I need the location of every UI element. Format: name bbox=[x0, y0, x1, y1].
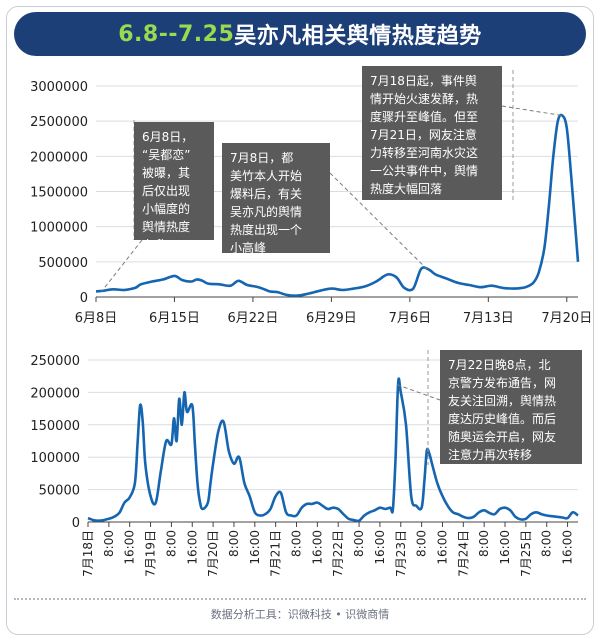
annotation-leader bbox=[329, 172, 428, 270]
x-tick-label: 7月20日 bbox=[206, 530, 220, 577]
title-text: 吴亦凡相关舆情热度趋势 bbox=[234, 24, 482, 49]
y-tick-label: 1000000 bbox=[30, 221, 88, 236]
x-tick-label: 16:00 bbox=[373, 530, 387, 565]
x-tick-label: 7月24日 bbox=[456, 530, 470, 577]
x-tick-label: 8:00 bbox=[477, 530, 491, 557]
x-tick-label: 16:00 bbox=[185, 530, 199, 565]
x-tick-label: 8:00 bbox=[352, 530, 366, 557]
x-tick-label: 7月23日 bbox=[394, 530, 408, 577]
footer-divider bbox=[14, 598, 586, 600]
x-tick-label: 6月15日 bbox=[149, 311, 200, 326]
x-tick-label: 7月13日 bbox=[463, 311, 514, 326]
y-tick-label: 100000 bbox=[30, 451, 80, 466]
y-tick-label: 200000 bbox=[30, 386, 80, 401]
x-tick-label: 16:00 bbox=[248, 530, 262, 565]
x-tick-label: 16:00 bbox=[123, 530, 137, 565]
y-tick-label: 50000 bbox=[39, 484, 80, 499]
x-tick-label: 8:00 bbox=[290, 530, 304, 557]
annotation-note: 7月18日起，事件舆 情开始火速发酵，热 度骤升至峰值。但至 7月21日，网友注… bbox=[362, 66, 502, 200]
x-tick-label: 6月22日 bbox=[228, 311, 279, 326]
page-title: 6.8--7.25 吴亦凡相关舆情热度趋势 bbox=[14, 12, 586, 56]
annotation-note: 6月8日， “吴都恋” 被曝，其 后仅出现 小幅度的 舆情热度 上升 bbox=[134, 122, 214, 252]
title-date-range: 6.8--7.25 bbox=[118, 21, 235, 47]
y-tick-label: 2500000 bbox=[30, 115, 88, 130]
x-tick-label: 7月6日 bbox=[389, 311, 432, 326]
x-tick-label: 16:00 bbox=[561, 530, 575, 565]
annotation-leader bbox=[501, 105, 563, 117]
x-tick-label: 7月18日 bbox=[81, 530, 95, 577]
bottom-chart: 0 50000 100000 150000 200000 250000 7月18日 8:00 1… bbox=[30, 350, 579, 577]
x-tick-label: 7月20日 bbox=[541, 311, 592, 326]
x-tick-label: 8:00 bbox=[164, 530, 178, 557]
x-tick-label: 8:00 bbox=[540, 530, 554, 557]
x-tick-label: 8:00 bbox=[415, 530, 429, 557]
x-tick-label: 6月29日 bbox=[306, 311, 357, 326]
annotation-leader bbox=[396, 384, 441, 401]
heat-line bbox=[95, 113, 580, 297]
y-tick-label: 2000000 bbox=[30, 150, 88, 165]
x-tick-label: 8:00 bbox=[227, 530, 241, 557]
x-tick-label: 16:00 bbox=[498, 530, 512, 565]
y-tick-label: 150000 bbox=[30, 419, 80, 434]
x-tick-label: 16:00 bbox=[435, 530, 449, 565]
x-tick-label: 16:00 bbox=[310, 530, 324, 565]
y-tick-label: 0 bbox=[72, 516, 80, 531]
y-tick-label: 250000 bbox=[30, 354, 80, 369]
annotation-leader bbox=[101, 239, 143, 292]
x-tick-label: 6月8日 bbox=[75, 311, 118, 326]
y-tick-label: 1500000 bbox=[30, 186, 88, 201]
footer-credit: 数据分析工具：识微科技 • 识微商情 bbox=[210, 608, 390, 621]
heat-line bbox=[87, 377, 579, 523]
x-tick-label: 7月19日 bbox=[144, 530, 158, 577]
x-tick-label: 7月25日 bbox=[519, 530, 533, 577]
x-tick-label: 8:00 bbox=[102, 530, 116, 557]
x-tick-label: 7月21日 bbox=[269, 530, 283, 577]
y-tick-label: 0 bbox=[80, 291, 88, 306]
annotation-note: 7月8日，都 美竹本人开始 爆料后，有关 吴亦凡的舆情 热度出现一个 小高峰 bbox=[222, 143, 330, 255]
y-tick-label: 3000000 bbox=[30, 80, 88, 95]
x-tick-label: 7月22日 bbox=[331, 530, 345, 577]
y-tick-label: 500000 bbox=[38, 256, 88, 271]
annotation-note: 7月22日晚8点，北 京警方发布通告，网 友关注回溯，舆情热 度达历史峰值。而后… bbox=[440, 350, 582, 464]
